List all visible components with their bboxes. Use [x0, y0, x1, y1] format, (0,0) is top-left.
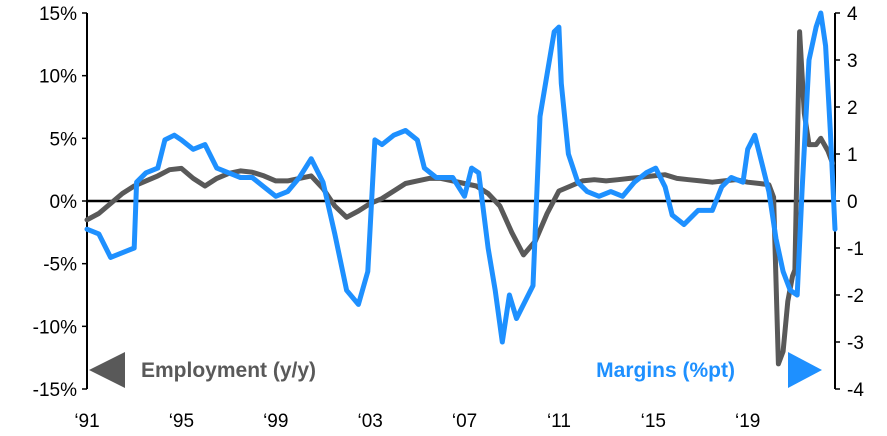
- y-left-tick-label: -5%: [43, 255, 77, 276]
- y-right-tick-label: 2: [847, 98, 858, 119]
- y-right-tick-label: -2: [847, 286, 864, 307]
- y-left-tick-label: 0%: [50, 192, 78, 213]
- y-right-tick-label: 4: [847, 4, 858, 25]
- x-tick-label: ‘15: [641, 411, 666, 432]
- y-right-tick-label: 0: [847, 192, 858, 213]
- y-right-tick-label: -1: [847, 239, 864, 260]
- x-tick-label: ‘99: [263, 411, 288, 432]
- y-left-tick-label: 5%: [50, 129, 78, 150]
- y-right-tick-label: 3: [847, 51, 858, 72]
- right-arrow-icon: [788, 352, 822, 388]
- series-line-employment: [84, 29, 836, 367]
- x-tick-label: ‘91: [74, 411, 99, 432]
- legend-left: Employment (y/y): [89, 352, 316, 388]
- legend-employment-label: Employment (y/y): [141, 359, 316, 382]
- y-left-tick-label: 10%: [39, 67, 77, 88]
- tick-labels: 15% 10% 5% 0% -5% -10% -15% 4 3 2 1 0 -1 -2 -3 -4 ‘91 ‘95…: [33, 4, 865, 432]
- y-left-tick-label: -15%: [33, 380, 77, 401]
- y-right-tick-label: 1: [847, 145, 858, 166]
- series-layer: [84, 10, 838, 367]
- legend-margins-label: Margins (%pt): [596, 359, 735, 382]
- y-right-tick-label: -4: [847, 380, 864, 401]
- y-right-tick-label: -3: [847, 333, 864, 354]
- x-tick-label: ‘19: [735, 411, 760, 432]
- x-tick-label: ‘95: [169, 411, 194, 432]
- x-tick-label: ‘11: [547, 411, 571, 432]
- legend-right: Margins (%pt): [596, 352, 822, 388]
- axes: [82, 12, 840, 390]
- x-tick-label: ‘07: [452, 411, 477, 432]
- left-arrow-icon: [89, 352, 125, 388]
- y-left-tick-label: -10%: [33, 317, 77, 338]
- x-tick-label: ‘03: [357, 411, 382, 432]
- series-line-margins: [84, 10, 838, 345]
- y-left-tick-label: 15%: [39, 4, 77, 25]
